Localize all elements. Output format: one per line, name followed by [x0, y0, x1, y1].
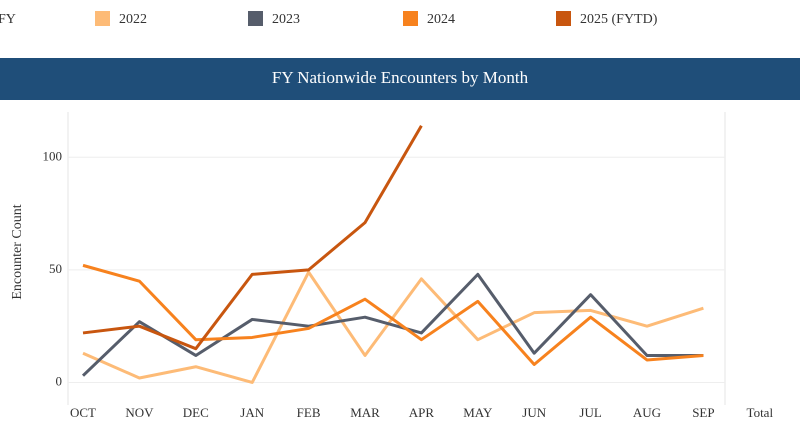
- legend-swatch: [403, 11, 418, 26]
- chart-title: FY Nationwide Encounters by Month: [272, 68, 529, 87]
- x-tick-label: OCT: [70, 405, 96, 420]
- legend-swatch: [248, 11, 263, 26]
- x-tick-label: MAR: [350, 405, 380, 420]
- series-line: [82, 125, 423, 351]
- x-tick-label: AUG: [633, 405, 661, 420]
- x-tick-label: JUN: [522, 405, 546, 420]
- y-tick-label: 100: [43, 148, 63, 163]
- x-tick-label: JUL: [579, 405, 601, 420]
- legend-label: 2023: [272, 12, 300, 27]
- x-tick-label: MAY: [463, 405, 493, 420]
- legend-label: 2024: [427, 12, 455, 27]
- x-tick-label: DEC: [183, 405, 209, 420]
- x-tick-label: JAN: [240, 405, 264, 420]
- series-line: [82, 270, 704, 384]
- x-tick-label: NOV: [125, 405, 154, 420]
- series-line: [81, 272, 704, 377]
- x-tick-label: APR: [409, 405, 435, 420]
- y-tick-label: 0: [56, 373, 63, 388]
- legend-swatch: [95, 11, 110, 26]
- y-axis-label: Encounter Count: [10, 204, 25, 299]
- legend-label: 2025 (FYTD): [580, 12, 658, 27]
- y-tick-label: 50: [49, 261, 62, 276]
- x-tick-label: Total: [747, 405, 774, 420]
- title-bar: [0, 58, 800, 100]
- series-line: [82, 263, 704, 366]
- x-tick-label: FEB: [297, 405, 321, 420]
- x-tick-label: SEP: [692, 405, 714, 420]
- legend-swatch: [556, 11, 571, 26]
- legend-heading: FY: [0, 12, 16, 27]
- legend-label: 2022: [119, 12, 147, 27]
